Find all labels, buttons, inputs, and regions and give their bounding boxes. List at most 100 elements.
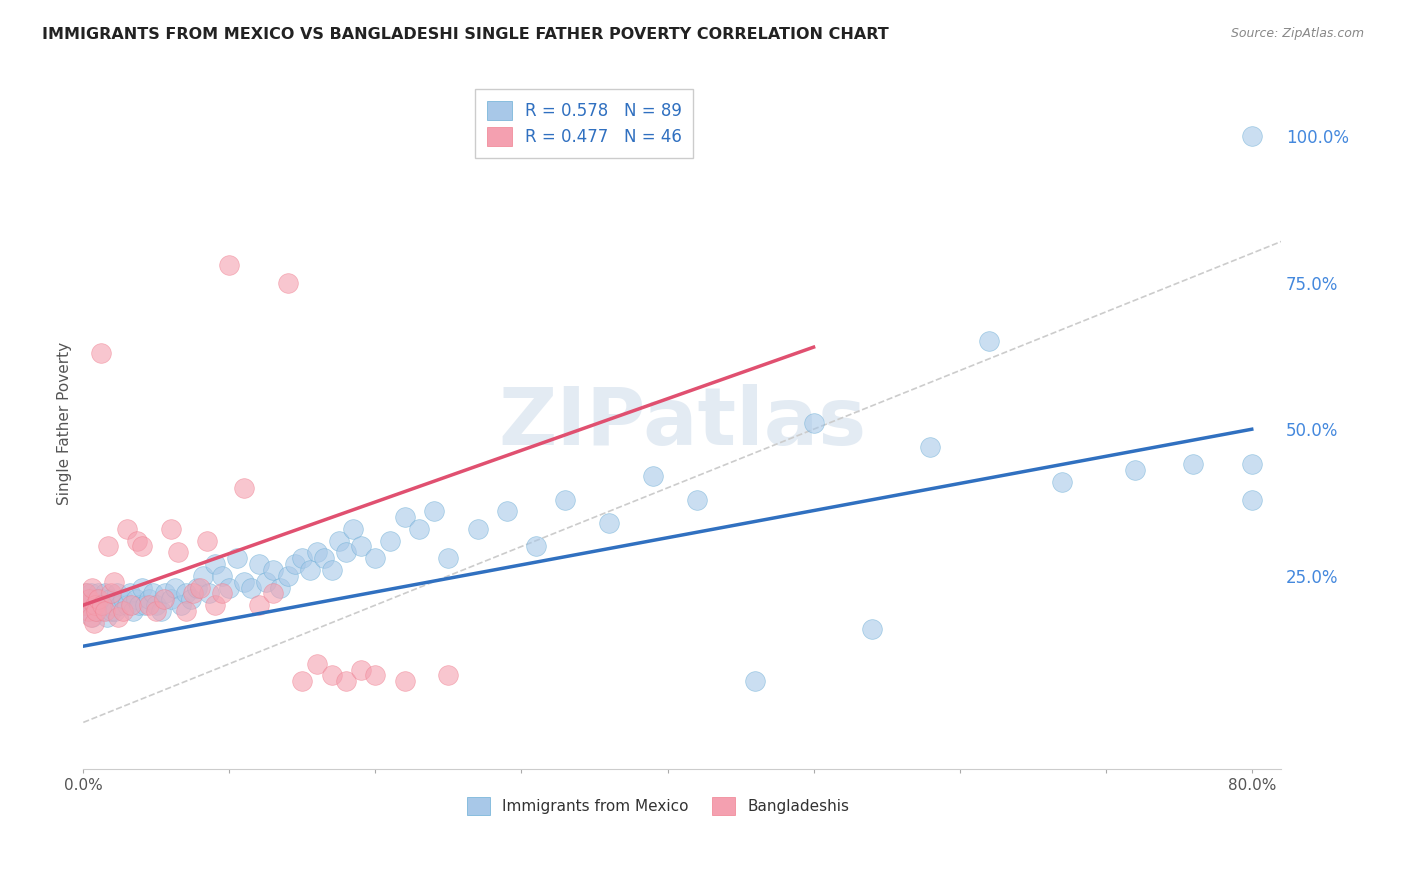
Point: [1050, 475, 1073, 489]
Point: [291, 674, 314, 689]
Point: [977, 334, 1000, 349]
Text: Source: ZipAtlas.com: Source: ZipAtlas.com: [1230, 27, 1364, 40]
Point: [127, 533, 149, 548]
Point: [247, 598, 270, 612]
Point: [211, 586, 233, 600]
Point: [98, 592, 121, 607]
Point: [87, 586, 110, 600]
Point: [174, 586, 197, 600]
Point: [153, 586, 176, 600]
Point: [87, 592, 110, 607]
Point: [77, 592, 100, 607]
Point: [1240, 492, 1263, 507]
Point: [554, 492, 576, 507]
Point: [101, 598, 124, 612]
Point: [198, 586, 221, 600]
Point: [160, 522, 183, 536]
Point: [314, 551, 336, 566]
Point: [262, 586, 284, 600]
Point: [1240, 129, 1263, 144]
Point: [105, 586, 128, 600]
Point: [79, 586, 101, 600]
Point: [803, 417, 825, 431]
Point: [920, 440, 942, 454]
Point: [188, 581, 211, 595]
Point: [121, 598, 143, 612]
Point: [437, 668, 460, 682]
Point: [269, 581, 291, 595]
Point: [100, 586, 122, 600]
Point: [335, 674, 357, 689]
Point: [84, 598, 107, 612]
Point: [94, 604, 117, 618]
Point: [134, 598, 156, 612]
Point: [100, 604, 122, 618]
Point: [73, 598, 96, 612]
Point: [75, 586, 97, 600]
Point: [90, 346, 112, 360]
Point: [277, 276, 299, 290]
Point: [1240, 458, 1263, 472]
Point: [423, 504, 446, 518]
Point: [218, 581, 240, 595]
Point: [291, 551, 314, 566]
Point: [103, 574, 125, 589]
Point: [86, 604, 108, 618]
Point: [91, 592, 114, 607]
Point: [181, 586, 204, 600]
Point: [204, 557, 226, 571]
Point: [80, 610, 103, 624]
Point: [350, 663, 373, 677]
Point: [321, 668, 343, 682]
Point: [524, 540, 547, 554]
Point: [128, 598, 150, 612]
Point: [467, 522, 489, 536]
Point: [744, 674, 766, 689]
Point: [115, 522, 138, 536]
Point: [240, 581, 263, 595]
Point: [73, 598, 96, 612]
Point: [122, 604, 145, 618]
Point: [686, 492, 709, 507]
Point: [204, 598, 226, 612]
Point: [165, 581, 187, 595]
Point: [131, 540, 153, 554]
Point: [84, 592, 107, 607]
Point: [104, 604, 127, 618]
Point: [149, 604, 172, 618]
Point: [167, 545, 190, 559]
Point: [598, 516, 620, 530]
Point: [225, 551, 247, 566]
Point: [277, 569, 299, 583]
Point: [80, 581, 103, 595]
Point: [191, 569, 214, 583]
Point: [160, 592, 183, 607]
Point: [378, 533, 401, 548]
Point: [197, 533, 219, 548]
Point: [108, 598, 131, 612]
Point: [233, 574, 256, 589]
Point: [77, 604, 100, 618]
Point: [76, 598, 98, 612]
Point: [641, 469, 664, 483]
Point: [305, 545, 328, 559]
Point: [180, 592, 202, 607]
Point: [335, 545, 357, 559]
Point: [138, 592, 160, 607]
Point: [79, 610, 101, 624]
Point: [145, 604, 167, 618]
Point: [408, 522, 430, 536]
Point: [394, 674, 416, 689]
Point: [93, 598, 115, 612]
Point: [118, 586, 141, 600]
Point: [152, 592, 174, 607]
Point: [218, 258, 240, 272]
Point: [211, 569, 233, 583]
Point: [96, 610, 118, 624]
Point: [125, 592, 148, 607]
Point: [83, 598, 105, 612]
Point: [75, 586, 97, 600]
Point: [97, 598, 120, 612]
Point: [364, 551, 387, 566]
Text: IMMIGRANTS FROM MEXICO VS BANGLADESHI SINGLE FATHER POVERTY CORRELATION CHART: IMMIGRANTS FROM MEXICO VS BANGLADESHI SI…: [42, 27, 889, 42]
